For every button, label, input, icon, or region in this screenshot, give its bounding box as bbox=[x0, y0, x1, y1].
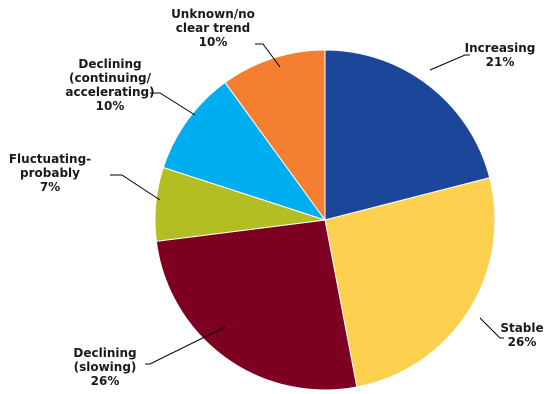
leader-line-4 bbox=[150, 92, 196, 116]
pie-slice-1 bbox=[324, 177, 496, 388]
slice-label-1: Stable 26% bbox=[500, 321, 543, 349]
leader-lines bbox=[110, 43, 504, 365]
slice-percent: 10% bbox=[96, 99, 125, 113]
pie-slices bbox=[154, 49, 496, 391]
slice-label-line: Unknown/no bbox=[171, 7, 255, 21]
slice-label-line: probably bbox=[20, 166, 80, 180]
slice-label-line: clear trend bbox=[176, 21, 250, 35]
slice-label-4: Declining (continuing/accelerating) 10% bbox=[65, 57, 154, 113]
leader-line-3 bbox=[110, 174, 161, 201]
pie-slice-2 bbox=[155, 219, 358, 391]
slice-label-line: Increasing bbox=[465, 41, 536, 55]
leader-line-1 bbox=[479, 317, 504, 339]
leader-line-5 bbox=[255, 43, 281, 68]
slice-label-2: Declining (slowing) 26% bbox=[73, 346, 136, 388]
slice-labels: Increasing 21%Stable 26%Declining (slowing)… bbox=[9, 7, 544, 388]
leader-line-2 bbox=[145, 326, 226, 365]
slice-label-line: (continuing/ bbox=[69, 71, 152, 85]
pie-slice-4 bbox=[162, 81, 327, 221]
slice-label-0: Increasing 21% bbox=[465, 41, 536, 69]
pie-slice-5 bbox=[224, 49, 326, 222]
slice-percent: 21% bbox=[486, 55, 515, 69]
leader-line-0 bbox=[429, 54, 470, 71]
pie-slice-0 bbox=[324, 49, 491, 221]
slice-percent: 26% bbox=[91, 374, 120, 388]
slice-percent: 10% bbox=[199, 35, 228, 49]
slice-label-line: Fluctuating- bbox=[9, 152, 91, 166]
slice-label-line: accelerating) bbox=[65, 85, 154, 99]
slice-label-3: Fluctuating-probably 7% bbox=[9, 152, 91, 194]
slice-percent: 26% bbox=[508, 335, 537, 349]
slice-percent: 7% bbox=[40, 180, 60, 194]
slice-label-5: Unknown/no clear trend 10% bbox=[171, 7, 255, 49]
slice-label-line: Stable bbox=[500, 321, 543, 335]
slice-label-line: (slowing) bbox=[74, 360, 137, 374]
slice-label-line: Declining bbox=[78, 57, 141, 71]
slice-label-line: Declining bbox=[73, 346, 136, 360]
